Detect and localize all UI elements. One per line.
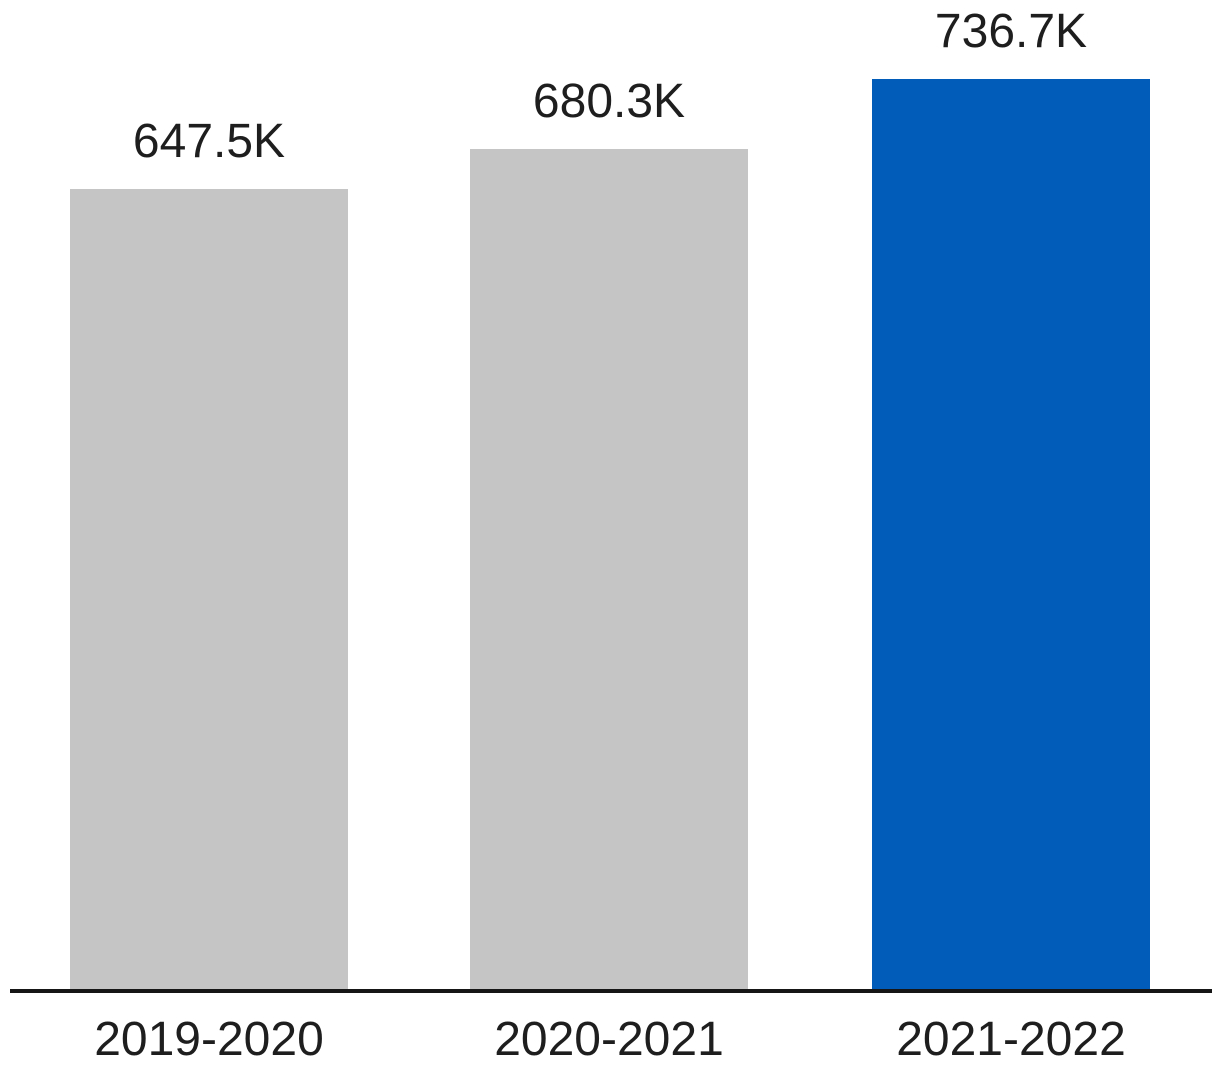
bar-2020-2021 (470, 149, 748, 990)
x-axis-label-2019-2020: 2019-2020 (94, 1013, 324, 1066)
x-axis-line (10, 989, 1212, 993)
bar-2019-2020 (70, 189, 348, 990)
value-label-2020-2021: 680.3K (532, 74, 686, 128)
bar-2021-2022 (872, 79, 1150, 990)
value-label-2021-2022: 736.7K (934, 4, 1088, 58)
x-axis-label-2020-2021: 2020-2021 (494, 1013, 724, 1066)
x-axis-label-2021-2022: 2021-2022 (896, 1013, 1126, 1066)
bar-group-2020-2021: 680.3K (470, 0, 748, 990)
bar-group-2019-2020: 647.5K (70, 0, 348, 990)
value-label-2019-2020: 647.5K (132, 114, 286, 168)
bar-group-2021-2022: 736.7K (872, 0, 1150, 990)
